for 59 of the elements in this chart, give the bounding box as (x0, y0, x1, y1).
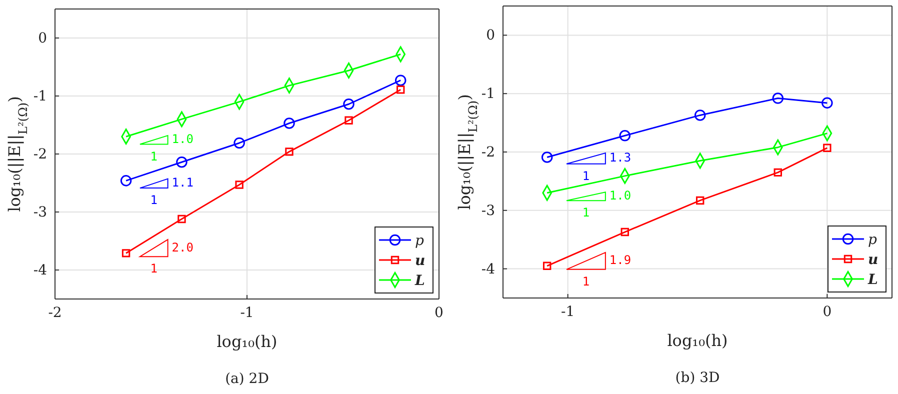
point (394, 74, 406, 86)
annotation: 1.1 (172, 176, 194, 190)
point (823, 144, 832, 152)
y-tick-label: -2 (481, 144, 495, 160)
legend-label: p (415, 233, 424, 249)
legend-label: L (867, 272, 878, 288)
y-tick-label: -3 (33, 204, 47, 220)
legend-label: u (868, 252, 878, 268)
text: (b) 3D (675, 370, 720, 386)
point (822, 97, 833, 109)
point (178, 214, 186, 224)
text: (a) 2D (225, 371, 269, 387)
x-axis-title: log₁₀(h) (216, 332, 278, 351)
point (542, 262, 552, 270)
point (344, 116, 353, 124)
point (396, 86, 405, 94)
y-tick-label: -2 (33, 146, 47, 162)
point (772, 92, 784, 104)
y-tick-label: -4 (481, 261, 496, 278)
y-tick-label: 0 (486, 28, 495, 44)
point (234, 137, 245, 149)
point (694, 110, 706, 121)
x-tick-label: 0 (434, 304, 444, 321)
annotation: 1.3 (609, 150, 632, 165)
y-tick-label: 0 (38, 30, 47, 46)
x-axis-title: log₁₀(h) (667, 331, 728, 350)
point (176, 156, 188, 168)
point (235, 180, 244, 189)
annotation: 1 (150, 262, 158, 276)
annotation: 1 (150, 193, 158, 208)
annotation: 2.0 (172, 240, 194, 254)
y-tick-label: -1 (33, 88, 47, 104)
legend-label: L (414, 273, 425, 289)
point (343, 98, 354, 110)
point (774, 168, 782, 177)
x-tick-label: -1 (240, 304, 254, 321)
point (285, 148, 294, 156)
annotation: 1.0 (609, 188, 632, 203)
y-tick-label: -3 (481, 202, 495, 219)
x-tick-label: -2 (48, 304, 62, 321)
point (120, 175, 132, 186)
point (122, 249, 130, 258)
annotation: 1.9 (609, 253, 632, 268)
point (619, 130, 631, 142)
y-tick-label: -1 (481, 86, 495, 102)
legend-label: p (868, 232, 877, 248)
point (541, 152, 553, 163)
annotation: 1 (582, 168, 590, 183)
point (284, 118, 295, 129)
y-tick-label: -4 (33, 262, 48, 278)
point (696, 196, 704, 205)
legend-label: u (415, 253, 426, 269)
annotation: 1 (150, 149, 158, 164)
annotation: 1 (582, 206, 590, 220)
x-tick-label: -1 (561, 304, 575, 320)
annotation: 1.0 (172, 132, 194, 146)
point (620, 228, 629, 236)
x-tick-label: 0 (822, 304, 832, 320)
annotation: 1 (582, 274, 590, 288)
